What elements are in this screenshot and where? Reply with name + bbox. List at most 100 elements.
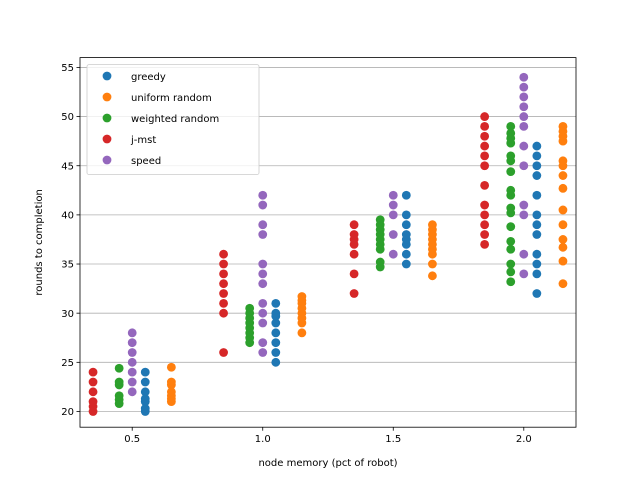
legend-marker bbox=[102, 113, 112, 123]
data-point bbox=[297, 328, 307, 338]
data-point bbox=[219, 259, 228, 269]
x-axis-ticks: 0.5 1.0 1.5 2.0 bbox=[124, 427, 532, 445]
data-point bbox=[258, 230, 268, 239]
data-point bbox=[127, 348, 137, 357]
data-point bbox=[558, 183, 568, 193]
data-point bbox=[166, 387, 176, 397]
data-point bbox=[258, 348, 268, 357]
data-point bbox=[506, 122, 516, 131]
data-point bbox=[271, 308, 281, 318]
y-tick-label: 25 bbox=[61, 358, 74, 369]
data-point bbox=[258, 259, 268, 269]
data-point bbox=[519, 102, 529, 112]
legend-label: weighted random bbox=[131, 114, 219, 125]
data-point bbox=[219, 308, 228, 318]
data-point bbox=[388, 200, 398, 210]
legend: greedy uniform random weighted random j-mst… bbox=[86, 64, 260, 175]
data-point bbox=[506, 222, 516, 232]
data-point bbox=[114, 363, 124, 373]
data-point bbox=[349, 289, 359, 298]
data-point bbox=[271, 328, 281, 338]
data-point bbox=[127, 367, 137, 377]
data-point bbox=[532, 259, 542, 269]
legend-label: speed bbox=[131, 156, 161, 167]
data-point bbox=[506, 167, 516, 177]
data-point bbox=[519, 92, 529, 102]
data-point bbox=[519, 122, 529, 131]
data-point bbox=[114, 391, 124, 401]
data-point bbox=[532, 161, 542, 171]
data-point bbox=[401, 259, 411, 269]
data-point bbox=[258, 200, 268, 210]
plot-frame bbox=[79, 57, 577, 428]
data-point bbox=[388, 230, 398, 239]
data-point bbox=[532, 171, 542, 180]
data-point bbox=[532, 141, 542, 151]
data-point bbox=[506, 244, 516, 254]
data-point bbox=[480, 180, 490, 190]
data-point bbox=[401, 210, 411, 220]
data-point bbox=[558, 235, 568, 244]
data-point bbox=[219, 279, 228, 289]
legend-marker bbox=[102, 134, 112, 144]
y-tick-label: 40 bbox=[61, 210, 74, 221]
data-point bbox=[140, 367, 150, 377]
y-tick-label: 20 bbox=[61, 407, 74, 418]
data-point bbox=[127, 357, 137, 367]
data-point bbox=[428, 220, 437, 230]
data-point bbox=[558, 256, 568, 266]
data-point bbox=[258, 298, 268, 308]
data-point bbox=[388, 190, 398, 200]
data-point bbox=[349, 269, 359, 279]
data-point bbox=[166, 377, 176, 387]
data-point bbox=[506, 259, 516, 269]
data-point bbox=[428, 259, 437, 269]
legend-label: greedy bbox=[131, 72, 166, 83]
data-point bbox=[271, 318, 281, 328]
data-point bbox=[558, 242, 568, 252]
legend-marker bbox=[102, 71, 112, 81]
legend-label: uniform random bbox=[131, 93, 212, 104]
data-point bbox=[258, 190, 268, 200]
data-point bbox=[258, 220, 268, 230]
data-point bbox=[519, 72, 529, 82]
data-point bbox=[349, 249, 359, 259]
y-axis-ticks: 20 25 30 35 40 45 50 55 bbox=[61, 63, 80, 418]
data-point bbox=[297, 292, 307, 301]
data-point bbox=[401, 190, 411, 200]
data-point bbox=[506, 267, 516, 277]
data-point bbox=[166, 362, 176, 372]
data-point bbox=[532, 230, 542, 239]
data-point bbox=[558, 279, 568, 289]
x-axis-label: node memory (pct of robot) bbox=[258, 458, 397, 469]
data-point bbox=[519, 82, 529, 92]
data-point bbox=[506, 151, 516, 161]
legend-label: j-mst bbox=[130, 135, 156, 146]
data-point bbox=[88, 377, 98, 387]
data-point bbox=[480, 200, 490, 210]
data-point bbox=[271, 338, 281, 348]
data-point bbox=[349, 220, 359, 230]
data-point bbox=[114, 377, 124, 387]
data-point bbox=[558, 220, 568, 230]
data-point bbox=[88, 367, 98, 377]
y-tick-label: 50 bbox=[61, 112, 74, 123]
data-point bbox=[127, 377, 137, 387]
data-point bbox=[480, 112, 490, 121]
data-points bbox=[88, 72, 568, 416]
data-point bbox=[558, 156, 568, 166]
data-point bbox=[258, 269, 268, 279]
data-point bbox=[271, 357, 281, 367]
data-point bbox=[506, 128, 516, 138]
data-point bbox=[506, 277, 516, 287]
data-point bbox=[219, 298, 228, 308]
data-point bbox=[532, 269, 542, 279]
x-tick-label: 2.0 bbox=[516, 434, 532, 445]
x-tick-label: 1.0 bbox=[255, 434, 271, 445]
data-point bbox=[271, 298, 281, 308]
data-point bbox=[401, 220, 411, 230]
data-point bbox=[245, 303, 255, 313]
data-point bbox=[127, 338, 137, 348]
data-point bbox=[140, 387, 150, 397]
